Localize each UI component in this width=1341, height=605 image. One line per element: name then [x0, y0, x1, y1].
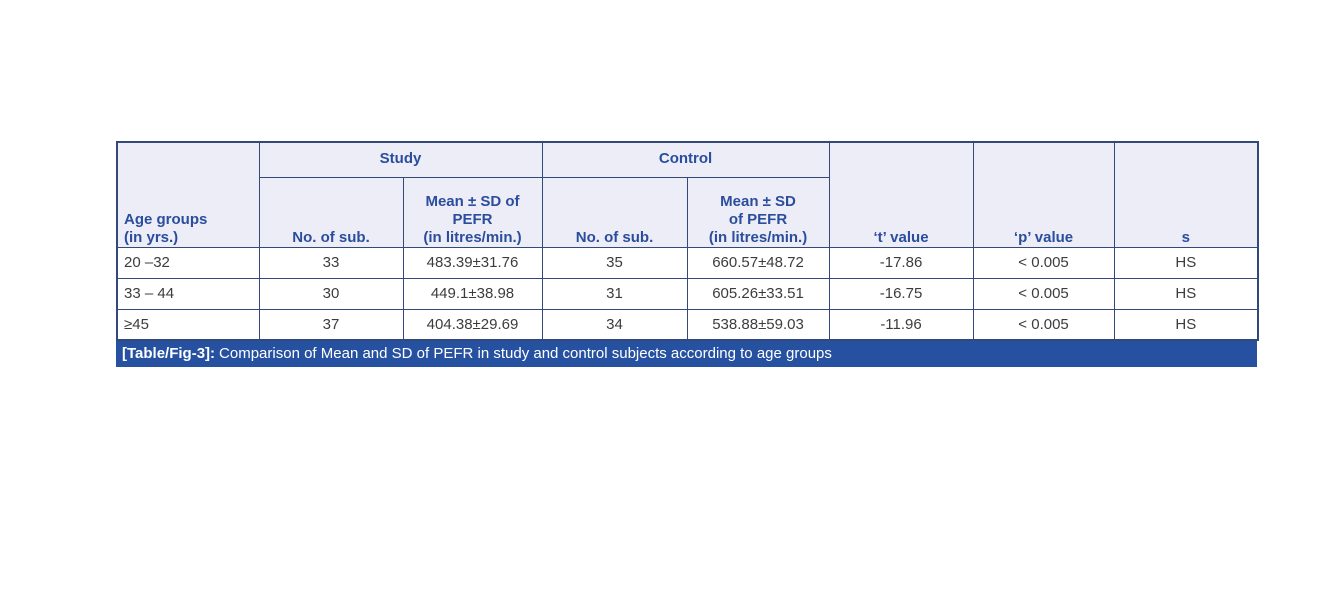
cell-p-value: < 0.005 [972, 246, 1115, 279]
cell-study-mean-sd: 404.38±29.69 [402, 308, 543, 341]
table-caption-label: [Table/Fig-3]: [122, 345, 216, 362]
cell-p-value: < 0.005 [972, 308, 1115, 341]
header-control-group: Control [541, 141, 830, 178]
header-mean-sd-study: Mean ± SD of PEFR (in litres/min.) [402, 176, 543, 248]
header-row-groups: Age groups (in yrs.) Study Control ‘t’ v… [116, 141, 1259, 248]
cell-control-mean-sd: 538.88±59.03 [686, 308, 830, 341]
cell-age-group: 33 – 44 [116, 277, 260, 310]
header-age-groups: Age groups (in yrs.) [116, 141, 260, 248]
cell-study-n: 33 [258, 246, 404, 279]
cell-age-group: 20 –32 [116, 246, 260, 279]
table-figure: Age groups (in yrs.) Study Control ‘t’ v… [116, 141, 1260, 367]
header-t-value: ‘t’ value [828, 141, 974, 248]
cell-age-group: ≥45 [116, 308, 260, 341]
cell-control-n: 31 [541, 277, 688, 310]
header-mean-sd-control: Mean ± SD of PEFR (in litres/min.) [686, 176, 830, 248]
table-row: ≥45 37 404.38±29.69 34 538.88±59.03 -11.… [116, 308, 1259, 341]
pefr-comparison-table: Age groups (in yrs.) Study Control ‘t’ v… [116, 141, 1260, 341]
cell-t-value: -16.75 [828, 277, 974, 310]
cell-study-mean-sd: 483.39±31.76 [402, 246, 543, 279]
cell-significance: HS [1113, 277, 1259, 310]
cell-study-mean-sd: 449.1±38.98 [402, 277, 543, 310]
header-row-subcolumns: No. of sub. Mean ± SD of PEFR (in litres… [117, 176, 1258, 248]
cell-study-n: 30 [258, 277, 404, 310]
cell-study-n: 37 [258, 308, 404, 341]
table-caption-text: Comparison of Mean and SD of PEFR in stu… [219, 345, 832, 362]
cell-t-value: -17.86 [828, 246, 974, 279]
table-row: 33 – 44 30 449.1±38.98 31 605.26±33.51 -… [116, 277, 1259, 310]
header-significance: s [1113, 141, 1259, 248]
cell-significance: HS [1113, 308, 1259, 341]
header-study-group: Study [258, 141, 543, 178]
cell-t-value: -11.96 [828, 308, 974, 341]
cell-control-mean-sd: 660.57±48.72 [686, 246, 830, 279]
cell-p-value: < 0.005 [972, 277, 1115, 310]
header-no-of-sub-study: No. of sub. [258, 176, 404, 248]
header-p-value: ‘p’ value [972, 141, 1115, 248]
table-caption-bar: [Table/Fig-3]: Comparison of Mean and SD … [116, 341, 1257, 367]
cell-control-n: 34 [541, 308, 688, 341]
cell-significance: HS [1113, 246, 1259, 279]
cell-control-n: 35 [541, 246, 688, 279]
cell-control-mean-sd: 605.26±33.51 [686, 277, 830, 310]
table-row: 20 –32 33 483.39±31.76 35 660.57±48.72 -… [116, 246, 1259, 279]
header-no-of-sub-control: No. of sub. [541, 176, 688, 248]
